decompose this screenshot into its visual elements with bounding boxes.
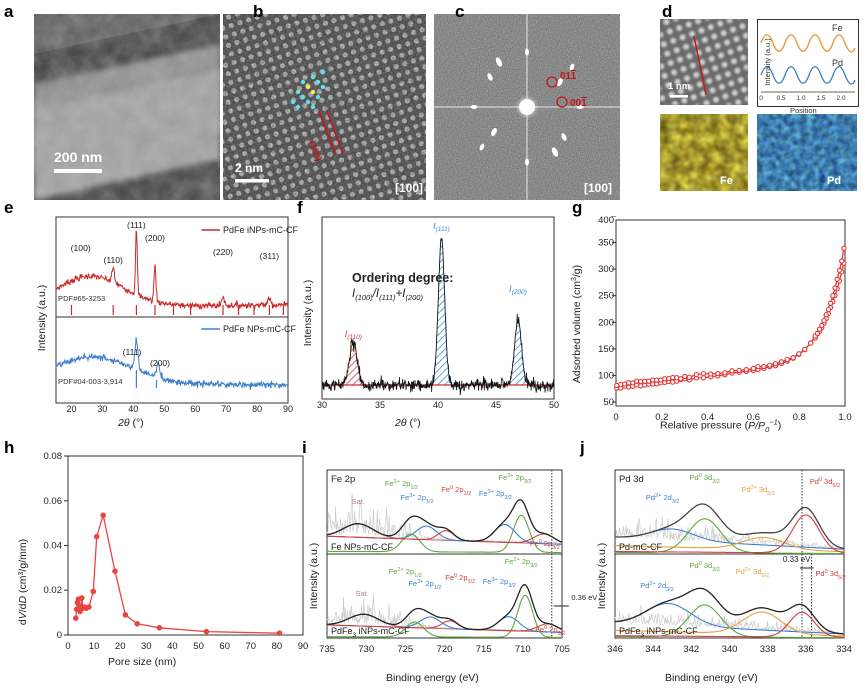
- svg-text:PDF#04-003-3,914: PDF#04-003-3,914: [58, 377, 123, 386]
- svg-text:Fe NPs-mC-CF: Fe NPs-mC-CF: [331, 542, 393, 552]
- svg-text:710: 710: [515, 644, 531, 655]
- svg-text:715: 715: [476, 644, 492, 655]
- svg-text:70: 70: [221, 404, 231, 414]
- svg-text:Pd: Pd: [832, 58, 843, 68]
- svg-text:(100): (100): [71, 243, 91, 253]
- svg-text:(311): (311): [260, 251, 280, 261]
- svg-text:Fe 2p: Fe 2p: [331, 474, 355, 485]
- svg-text:1.5: 1.5: [816, 95, 825, 102]
- svg-text:1.0: 1.0: [796, 95, 805, 102]
- svg-text:(110): (110): [103, 255, 123, 265]
- svg-text:Intensity (a.u.): Intensity (a.u.): [302, 280, 314, 347]
- svg-text:45: 45: [491, 400, 501, 410]
- svg-text:Intensity (a.u.): Intensity (a.u.): [36, 285, 48, 352]
- svg-text:40: 40: [433, 400, 443, 410]
- svg-text:dV/dD (cm3/g/mm): dV/dD (cm3/g/mm): [17, 539, 29, 625]
- svg-text:250: 250: [598, 291, 614, 302]
- svg-text:Ordering degree:: Ordering degree:: [352, 271, 453, 285]
- svg-text:1 nm: 1 nm: [668, 81, 690, 92]
- svg-text:720: 720: [437, 644, 453, 655]
- svg-text:20: 20: [66, 404, 76, 414]
- svg-text:0.8: 0.8: [793, 412, 806, 423]
- svg-text:400: 400: [598, 216, 614, 226]
- svg-text:35: 35: [375, 400, 385, 410]
- svg-text:Pd-mC-CF: Pd-mC-CF: [619, 542, 662, 552]
- svg-text:0: 0: [57, 630, 62, 641]
- svg-text:705: 705: [554, 644, 570, 655]
- svg-text:200 nm: 200 nm: [54, 149, 102, 165]
- svg-text:200: 200: [598, 317, 614, 328]
- svg-text:001: 001: [570, 98, 587, 109]
- svg-text:[100]: [100]: [584, 181, 612, 195]
- svg-text:50: 50: [159, 404, 169, 414]
- svg-text:90: 90: [283, 404, 293, 414]
- svg-text:(111): (111): [123, 347, 142, 357]
- svg-text:30: 30: [317, 400, 327, 410]
- svg-text:Fe: Fe: [720, 175, 733, 187]
- svg-text:60: 60: [219, 641, 230, 652]
- svg-text:0.08: 0.08: [44, 451, 63, 462]
- svg-text:725: 725: [397, 644, 413, 655]
- svg-text:336: 336: [798, 644, 814, 655]
- svg-text:2 nm: 2 nm: [235, 161, 263, 175]
- svg-text:30: 30: [141, 641, 152, 652]
- svg-text:0.04: 0.04: [44, 541, 63, 552]
- svg-text:350: 350: [598, 238, 614, 249]
- svg-text:300: 300: [598, 264, 614, 275]
- svg-text:(200): (200): [145, 233, 165, 243]
- svg-text:[100]: [100]: [395, 181, 423, 195]
- svg-text:011: 011: [560, 71, 577, 82]
- svg-text:340: 340: [722, 644, 738, 655]
- svg-text:Sat.: Sat.: [352, 497, 365, 506]
- svg-text:0.06: 0.06: [44, 496, 63, 507]
- svg-text:Intensity (a.u.): Intensity (a.u.): [596, 543, 608, 610]
- svg-text:0.33 eV: 0.33 eV: [783, 555, 811, 564]
- svg-text:730: 730: [358, 644, 374, 655]
- svg-text:334: 334: [836, 644, 852, 655]
- svg-text:2.0: 2.0: [836, 95, 845, 102]
- svg-text:Pd 3d: Pd 3d: [619, 474, 644, 485]
- svg-text:40: 40: [167, 641, 178, 652]
- svg-text:(220): (220): [213, 247, 233, 257]
- svg-text:PDF#65-3253: PDF#65-3253: [58, 294, 105, 303]
- svg-text:80: 80: [252, 404, 262, 414]
- svg-text:20: 20: [115, 641, 126, 652]
- svg-text:346: 346: [607, 644, 623, 655]
- svg-text:Fe: Fe: [832, 23, 843, 33]
- svg-text:338: 338: [760, 644, 776, 655]
- svg-text:(111): (111): [127, 220, 146, 230]
- svg-text:735: 735: [319, 644, 335, 655]
- svg-text:10: 10: [89, 641, 100, 652]
- svg-text:344: 344: [645, 644, 661, 655]
- svg-text:0: 0: [759, 95, 763, 102]
- svg-text:Pd: Pd: [827, 175, 841, 187]
- svg-text:342: 342: [683, 644, 699, 655]
- svg-text:Intensity (a.u.): Intensity (a.u.): [308, 543, 320, 610]
- svg-text:70: 70: [246, 641, 257, 652]
- svg-text:50: 50: [549, 400, 559, 410]
- svg-text:40: 40: [128, 404, 138, 414]
- svg-text:PdFe iNPs-mC-CF: PdFe iNPs-mC-CF: [223, 225, 299, 235]
- svg-text:150: 150: [598, 344, 614, 355]
- svg-text:1.0: 1.0: [838, 412, 851, 423]
- svg-text:(200): (200): [150, 358, 170, 368]
- svg-text:0.5: 0.5: [776, 95, 785, 102]
- svg-text:PdFe NPs-mC-CF: PdFe NPs-mC-CF: [223, 324, 297, 334]
- svg-text:60: 60: [190, 404, 200, 414]
- svg-text:0: 0: [613, 412, 618, 423]
- svg-text:30: 30: [97, 404, 107, 414]
- svg-text:Sat.: Sat.: [356, 589, 369, 598]
- svg-text:80: 80: [272, 641, 283, 652]
- svg-text:50: 50: [193, 641, 204, 652]
- svg-text:0.02: 0.02: [44, 585, 63, 596]
- svg-text:100: 100: [598, 370, 614, 381]
- svg-text:0: 0: [65, 641, 70, 652]
- svg-text:Adsorbed volume (cm3/g): Adsorbed volume (cm3/g): [571, 265, 583, 383]
